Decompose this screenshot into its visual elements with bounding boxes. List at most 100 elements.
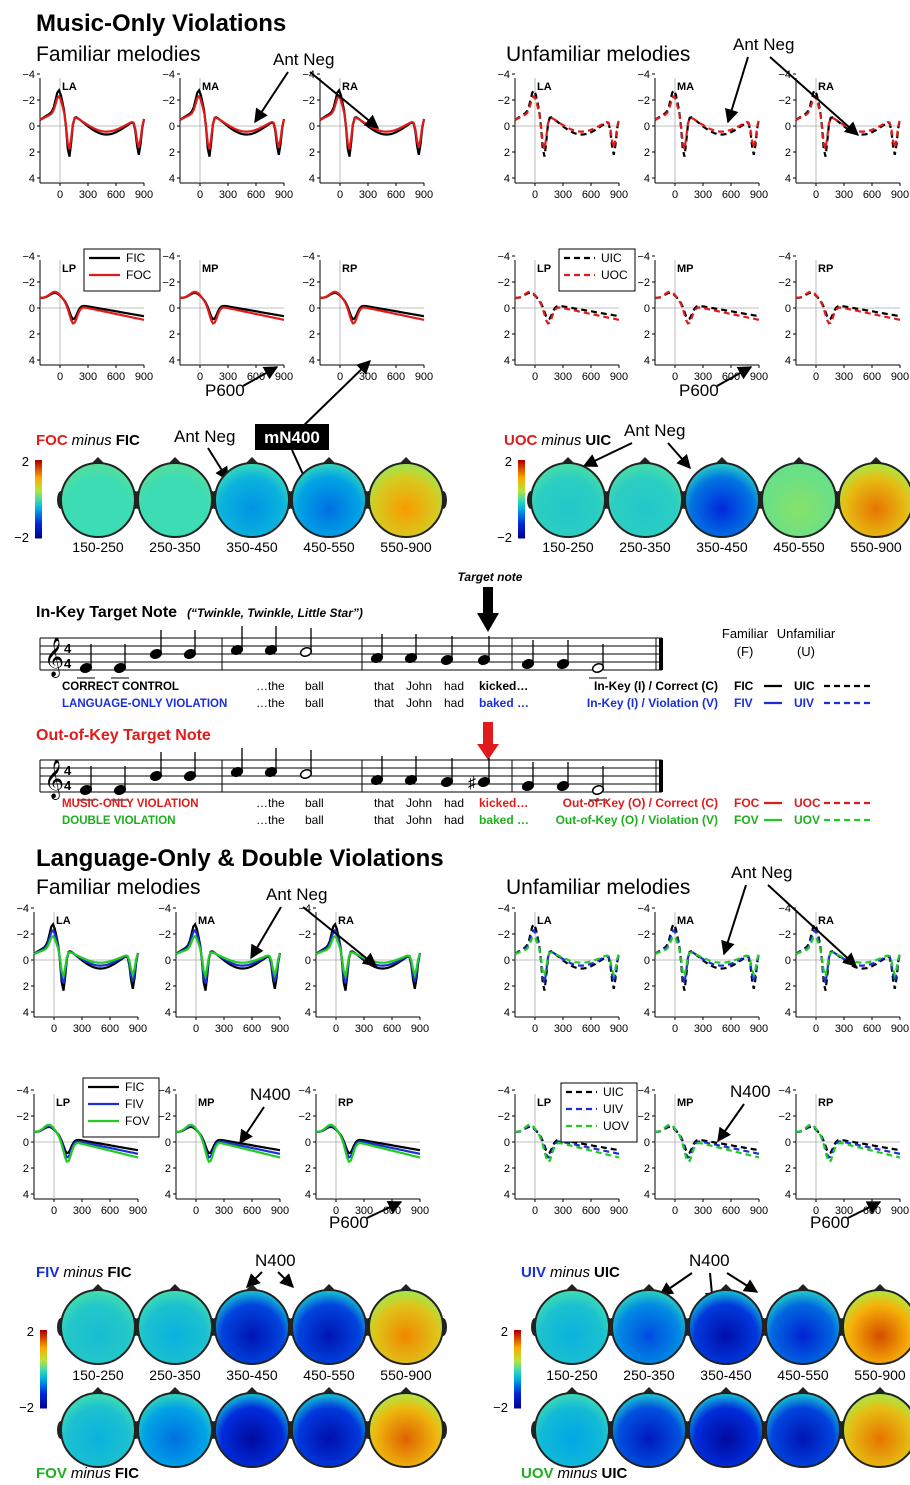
x-tick-label: 900 (271, 1205, 289, 1217)
erp-panel-la: LA −4 −2 0 2 4 0 300 600 900 (16, 903, 147, 1035)
y-tick-label: 2 (504, 981, 510, 993)
y-tick-label: 0 (23, 1137, 29, 1149)
window-label: 550-900 (380, 1367, 432, 1383)
y-tick-label: −4 (637, 903, 650, 915)
condition-label: MUSIC-ONLY VIOLATION (62, 798, 199, 810)
erp-panel-la: LA −4 −2 0 2 4 0 300 600 900 (497, 69, 628, 201)
topo-title-right: UOC minus UIC (504, 432, 611, 449)
sentence-word: John (406, 696, 432, 710)
x-tick-label: 900 (750, 1205, 768, 1217)
erp-trace-uic (514, 922, 621, 991)
topo-title-left-2: FOV minus FIC (36, 1465, 139, 1482)
y-tick-label: 2 (644, 147, 650, 159)
familiar-code: FOC (734, 796, 760, 810)
x-tick-label: 600 (101, 1023, 119, 1035)
in-key-title: In-Key Target Note (“Twinkle, Twinkle, Li… (36, 604, 363, 621)
sentence-word: that (374, 696, 395, 710)
x-tick-label: 300 (79, 189, 97, 201)
y-tick-label: 0 (169, 303, 175, 315)
erp-panel-mp: MP −4 −2 0 2 4 0 300 600 900 (158, 1085, 289, 1217)
x-tick-label: 600 (863, 371, 881, 383)
condition-code: Out-of-Key (O) / Correct (C) (563, 796, 718, 810)
electrode-label: LP (56, 1097, 70, 1109)
x-tick-label: 0 (333, 1023, 339, 1035)
y-tick-label: 0 (29, 303, 35, 315)
window-label: 250-350 (623, 1367, 675, 1383)
x-tick-label: 600 (243, 1023, 261, 1035)
x-tick-label: 0 (51, 1023, 57, 1035)
topomap-250-350 (604, 457, 686, 538)
y-tick-label: −4 (162, 69, 175, 81)
y-tick-label: −2 (778, 95, 791, 107)
topo-title-left: FIV minus FIC (36, 1264, 132, 1281)
topomap-150-250 (527, 457, 609, 538)
erp-trace-uov (796, 1123, 901, 1164)
x-tick-label: 300 (694, 371, 712, 383)
erp-trace-fic (316, 1125, 421, 1155)
familiar-code: FIC (734, 679, 754, 693)
topomap-150-250 (57, 457, 139, 538)
x-tick-label: 600 (243, 1205, 261, 1217)
electrode-label: MA (202, 81, 219, 93)
y-tick-label: 2 (165, 1163, 171, 1175)
p600-label: P600 (205, 381, 245, 400)
y-tick-label: −4 (497, 251, 510, 263)
y-tick-label: −4 (158, 903, 171, 915)
ant-neg-label: Ant Neg (174, 427, 235, 446)
y-tick-label: −2 (637, 929, 650, 941)
y-tick-label: 0 (309, 121, 315, 133)
x-tick-label: 300 (355, 1023, 373, 1035)
erp-trace-uiv (654, 928, 761, 984)
y-tick-label: 4 (785, 1189, 791, 1201)
unfamiliar-abbrev: (U) (797, 644, 815, 659)
window-label: 550-900 (380, 539, 432, 555)
window-label: 150-250 (542, 539, 594, 555)
n400-label: N400 (250, 1085, 291, 1104)
x-tick-label: 300 (219, 189, 237, 201)
sentence-word: that (374, 796, 395, 810)
unfamiliar-code: UOV (794, 813, 820, 827)
unfamiliar-code: UOC (794, 796, 821, 810)
legend-entry: UOC (601, 268, 628, 282)
legend-entry: FIC (125, 1080, 145, 1094)
x-tick-label: 0 (813, 371, 819, 383)
lang-annotations: Ant Neg Ant Neg N400 N400 P600 P600 (239, 863, 882, 1232)
x-tick-label: 900 (610, 371, 628, 383)
y-tick-label: 2 (169, 147, 175, 159)
erp-trace-foc (179, 290, 285, 325)
colorbar: 2 −2 (19, 1324, 47, 1415)
electrode-label: RA (342, 81, 358, 93)
treble-clef: 𝄞 (44, 760, 64, 800)
stimulus-section: In-Key Target Note (“Twinkle, Twinkle, Li… (36, 570, 874, 827)
y-tick-label: 2 (785, 329, 791, 341)
colorbar-min: −2 (497, 530, 512, 545)
topomap-150-250 (531, 1284, 613, 1365)
sentence-word: …the (256, 813, 285, 827)
music-topomaps: FOC minus FIC UOC minus UIC Ant Neg mN400 An… (36, 421, 691, 496)
legend-entry: UOV (603, 1119, 629, 1133)
erp-trace-uic (795, 88, 902, 157)
erp-trace-fic (180, 291, 285, 321)
topomap-550-900 (839, 1387, 910, 1468)
y-tick-label: −2 (302, 277, 315, 289)
topomap-450-550 (762, 1387, 844, 1468)
erp-trace-uov (655, 1123, 760, 1164)
sentence-word: …the (256, 696, 285, 710)
erp-panel-lp: LP −4 −2 0 2 4 0 300 600 900 (497, 251, 628, 383)
erp-trace-fic (320, 291, 425, 321)
music-section-title: Music-Only Violations (36, 10, 286, 37)
n400-label: N400 (255, 1251, 296, 1270)
familiar-abbrev: (F) (737, 644, 754, 659)
topomap-350-450 (681, 457, 763, 538)
x-tick-label: 900 (610, 1205, 628, 1217)
x-tick-label: 900 (891, 1023, 909, 1035)
y-tick-label: 0 (29, 121, 35, 133)
topomap-250-350 (134, 457, 216, 538)
erp-panel-lp: LP −4 −2 0 2 4 0 300 600 900 (16, 1085, 147, 1217)
topomap-350-450 (685, 1284, 767, 1365)
y-tick-label: 4 (169, 355, 175, 367)
erp-panel-ma: MA −4 −2 0 2 4 0 300 600 900 (158, 903, 289, 1035)
x-tick-label: 600 (247, 371, 265, 383)
topomap-rows: 150-250 250-350 350-450 450-550 550-900 150-2… (14, 454, 910, 1468)
